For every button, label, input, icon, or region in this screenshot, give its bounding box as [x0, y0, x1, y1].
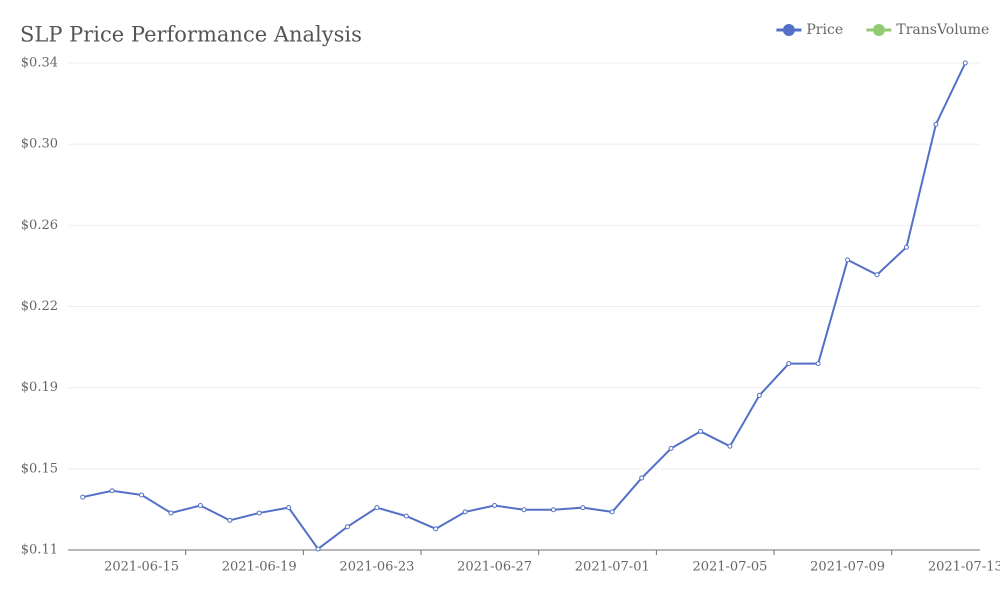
data-point — [580, 505, 586, 511]
data-point — [109, 488, 115, 494]
y-tick-label: $0.26 — [21, 218, 58, 233]
y-tick-label: $0.34 — [21, 56, 58, 71]
data-point — [315, 546, 321, 552]
data-point — [727, 443, 733, 449]
data-point — [168, 510, 174, 516]
y-tick-label: $0.11 — [21, 543, 58, 558]
x-tick-label: 2021-06-19 — [222, 560, 297, 575]
data-point — [698, 428, 704, 434]
y-tick-label: $0.30 — [21, 137, 58, 152]
x-tick-label: 2021-07-05 — [692, 560, 767, 575]
data-point — [668, 445, 674, 451]
data-point — [903, 244, 909, 250]
data-point — [80, 494, 86, 500]
data-point — [845, 257, 851, 263]
legend-symbol[interactable] — [872, 24, 885, 36]
x-tick-label: 2021-07-01 — [575, 560, 650, 575]
x-tick-label: 2021-06-27 — [457, 560, 532, 575]
data-point — [933, 121, 939, 127]
y-tick-label: $0.15 — [21, 461, 58, 476]
data-point — [815, 361, 821, 367]
legend-label: Price — [806, 22, 843, 38]
data-point — [256, 510, 262, 516]
legend-symbol[interactable] — [782, 24, 795, 36]
x-tick-label: 2021-07-13 — [928, 560, 1000, 575]
data-point — [403, 513, 409, 519]
data-point — [139, 492, 145, 498]
y-tick-label: $0.22 — [21, 299, 58, 314]
data-point — [550, 507, 556, 513]
x-tick-label: 2021-06-23 — [339, 560, 414, 575]
legend-label: TransVolume — [896, 22, 989, 38]
data-point — [521, 507, 527, 513]
data-point — [374, 505, 380, 511]
data-point — [874, 272, 880, 278]
data-point — [197, 503, 203, 509]
data-point — [609, 509, 615, 515]
data-point — [756, 392, 762, 398]
data-point — [492, 503, 498, 509]
data-point — [962, 60, 968, 66]
data-point — [462, 509, 468, 515]
data-point — [227, 517, 233, 523]
x-tick-label: 2021-06-15 — [104, 560, 179, 575]
data-point — [433, 526, 439, 532]
x-tick-label: 2021-07-09 — [810, 560, 885, 575]
data-point — [344, 524, 350, 530]
y-tick-label: $0.19 — [21, 380, 58, 395]
data-point — [639, 475, 645, 481]
chart-title: SLP Price Performance Analysis — [20, 23, 362, 47]
data-point — [786, 361, 792, 367]
data-point — [286, 505, 292, 511]
